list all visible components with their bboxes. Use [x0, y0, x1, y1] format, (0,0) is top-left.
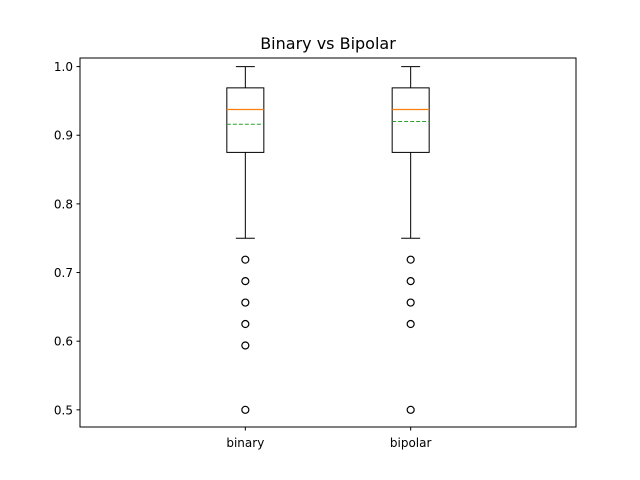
iqr-box [391, 87, 430, 153]
outlier-point [406, 298, 415, 307]
y-tick-label: 0.7 [54, 266, 73, 280]
y-tick-label: 0.6 [54, 335, 73, 349]
outlier-point [241, 341, 250, 350]
x-axis: binary bipolar [226, 427, 431, 450]
iqr-box [226, 87, 265, 153]
x-tick-label: bipolar [390, 436, 432, 450]
x-tick-label: binary [226, 436, 264, 450]
y-tick-label: 0.8 [54, 197, 73, 211]
box-bipolar [391, 66, 430, 414]
outlier-point [406, 255, 415, 264]
outlier-point [241, 319, 250, 329]
outlier-point [406, 405, 415, 414]
box-binary [226, 66, 265, 414]
y-axis: 0.5 0.6 0.7 0.8 0.9 1.0 [54, 60, 80, 417]
y-tick-label: 0.9 [54, 129, 73, 143]
outlier-point [406, 277, 415, 286]
outlier-point [241, 255, 250, 264]
y-tick-label: 0.5 [54, 403, 73, 417]
outlier-point [406, 319, 415, 329]
outlier-point [241, 405, 250, 414]
plot-frame [79, 57, 577, 428]
boxes [226, 66, 430, 414]
y-tick-label: 1.0 [54, 60, 73, 74]
outlier-point [241, 298, 250, 307]
chart-title: Binary vs Bipolar [260, 34, 396, 53]
outlier-point [241, 277, 250, 286]
